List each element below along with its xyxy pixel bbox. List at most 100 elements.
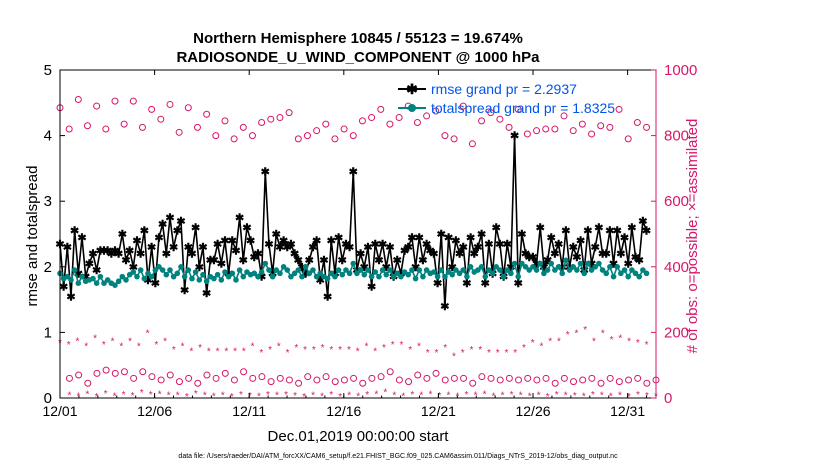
totalspread-point: [299, 273, 305, 280]
obs-assimilated-point: *: [419, 391, 423, 402]
rmse-point: ✱: [440, 301, 449, 313]
obs-possible-point: [221, 117, 229, 125]
rmse-point: ✱: [495, 239, 504, 251]
obs-assimilated-point: *: [373, 346, 377, 357]
obs-assimilated-point: *: [537, 391, 541, 402]
legend-rmse-label: rmse grand pr = 2.2937: [431, 81, 577, 97]
totalspread-point: [295, 267, 302, 273]
obs-assimilated-point: *: [474, 391, 478, 402]
rmse-point: ✱: [627, 222, 636, 234]
rmse-point: ✱: [407, 232, 416, 244]
obs-possible-point: [212, 132, 220, 140]
x-tick-label: 12/31: [610, 403, 645, 419]
rmse-point: ✱: [118, 229, 127, 241]
rmse-point: ✱: [572, 252, 581, 264]
obs-assimilated-point: *: [383, 387, 387, 398]
rmse-point: ✱: [132, 236, 141, 248]
totalspread-point: [596, 260, 602, 267]
rmse-point: ✱: [173, 226, 182, 238]
totalspread-point: [343, 267, 349, 273]
obs-possible-point: [193, 123, 201, 131]
obs-assimilated-point: *: [113, 391, 117, 402]
obs-assimilated-point: *: [601, 328, 605, 339]
totalspread-point: [324, 275, 331, 282]
totalspread-point: [97, 273, 104, 280]
totalspread-point: [515, 273, 522, 280]
obs-assimilated-point: *: [437, 391, 441, 402]
obs-assimilated-point: *: [303, 345, 307, 356]
rmse-point: ✱: [554, 239, 563, 251]
obs-possible-point: [276, 374, 284, 382]
obs-assimilated-point: *: [531, 338, 535, 349]
rmse-point: ✱: [294, 255, 303, 267]
rmse-point: ✱: [327, 236, 336, 248]
totalspread-point: [145, 270, 151, 277]
obs-assimilated-point: *: [338, 345, 342, 356]
totalspread-point: [559, 270, 566, 277]
totalspread-point: [368, 273, 375, 280]
rmse-point: ✱: [506, 262, 515, 274]
obs-assimilated-point: *: [478, 345, 482, 356]
obs-possible-point: [184, 104, 192, 112]
totalspread-point: [302, 264, 309, 270]
y-left-tick-label: 2: [44, 259, 52, 276]
totalspread-point: [618, 270, 624, 277]
totalspread-point: [291, 270, 298, 277]
obs-assimilated-point: *: [461, 348, 465, 359]
obs-possible-point: [597, 122, 605, 130]
rmse-point: ✱: [550, 249, 559, 261]
rmse-point: ✱: [525, 252, 534, 264]
rmse-point: ✱: [616, 249, 625, 261]
obs-possible-point: [588, 374, 596, 382]
obs-assimilated-point: *: [294, 343, 298, 354]
rmse-point: ✱: [415, 232, 424, 244]
totalspread-point: [563, 257, 569, 264]
totalspread-point: [610, 273, 617, 280]
chart-title: Northern Hemisphere 10845 / 55123 = 19.6…: [193, 30, 523, 47]
rmse-point: ✱: [147, 242, 156, 254]
obs-possible-point: [460, 374, 468, 382]
totalspread-point: [112, 282, 118, 288]
totalspread-point: [137, 267, 144, 273]
rmse-point: ✱: [143, 275, 152, 287]
obs-possible-point: [93, 102, 101, 110]
obs-possible-point: [102, 125, 110, 133]
totalspread-point: [130, 269, 137, 275]
totalspread-point: [134, 273, 140, 280]
totalspread-point: [467, 264, 474, 270]
rmse-point: ✱: [473, 242, 482, 254]
y-right-tick-label: 1000: [664, 62, 697, 79]
obs-assimilated-point: *: [104, 389, 108, 400]
totalspread-point: [379, 267, 386, 273]
obs-possible-point: [111, 97, 119, 105]
rmse-point: ✱: [466, 232, 475, 244]
rmse-point: ✱: [385, 242, 394, 254]
obs-possible-point: [130, 374, 138, 382]
rmse-point: ✱: [286, 239, 295, 251]
obs-possible-point: [634, 374, 642, 382]
rmse-point: ✱: [162, 249, 171, 261]
totalspread-point: [214, 271, 221, 278]
obs-possible-point: [615, 105, 623, 113]
obs-assimilated-point: *: [627, 337, 631, 348]
obs-assimilated-point: *: [68, 391, 72, 402]
obs-assimilated-point: *: [487, 348, 491, 359]
rmse-point: ✱: [70, 226, 79, 238]
rmse-point: ✱: [451, 236, 460, 248]
rmse-point: ✱: [382, 262, 391, 274]
obs-assimilated-point: *: [248, 391, 252, 402]
obs-possible-point: [230, 135, 238, 143]
y-axis-left-label: rmse and totalspread: [24, 166, 41, 307]
totalspread-point: [317, 270, 324, 277]
obs-possible-point: [359, 379, 367, 387]
totalspread-point: [306, 270, 313, 277]
obs-assimilated-point: *: [198, 343, 202, 354]
obs-possible-point: [413, 118, 421, 126]
obs-assimilated-point: *: [583, 325, 587, 336]
obs-possible-point: [625, 376, 633, 384]
obs-possible-point: [505, 374, 513, 382]
totalspread-point: [508, 270, 514, 277]
totalspread-point: [189, 275, 195, 282]
obs-possible-point: [120, 368, 128, 376]
